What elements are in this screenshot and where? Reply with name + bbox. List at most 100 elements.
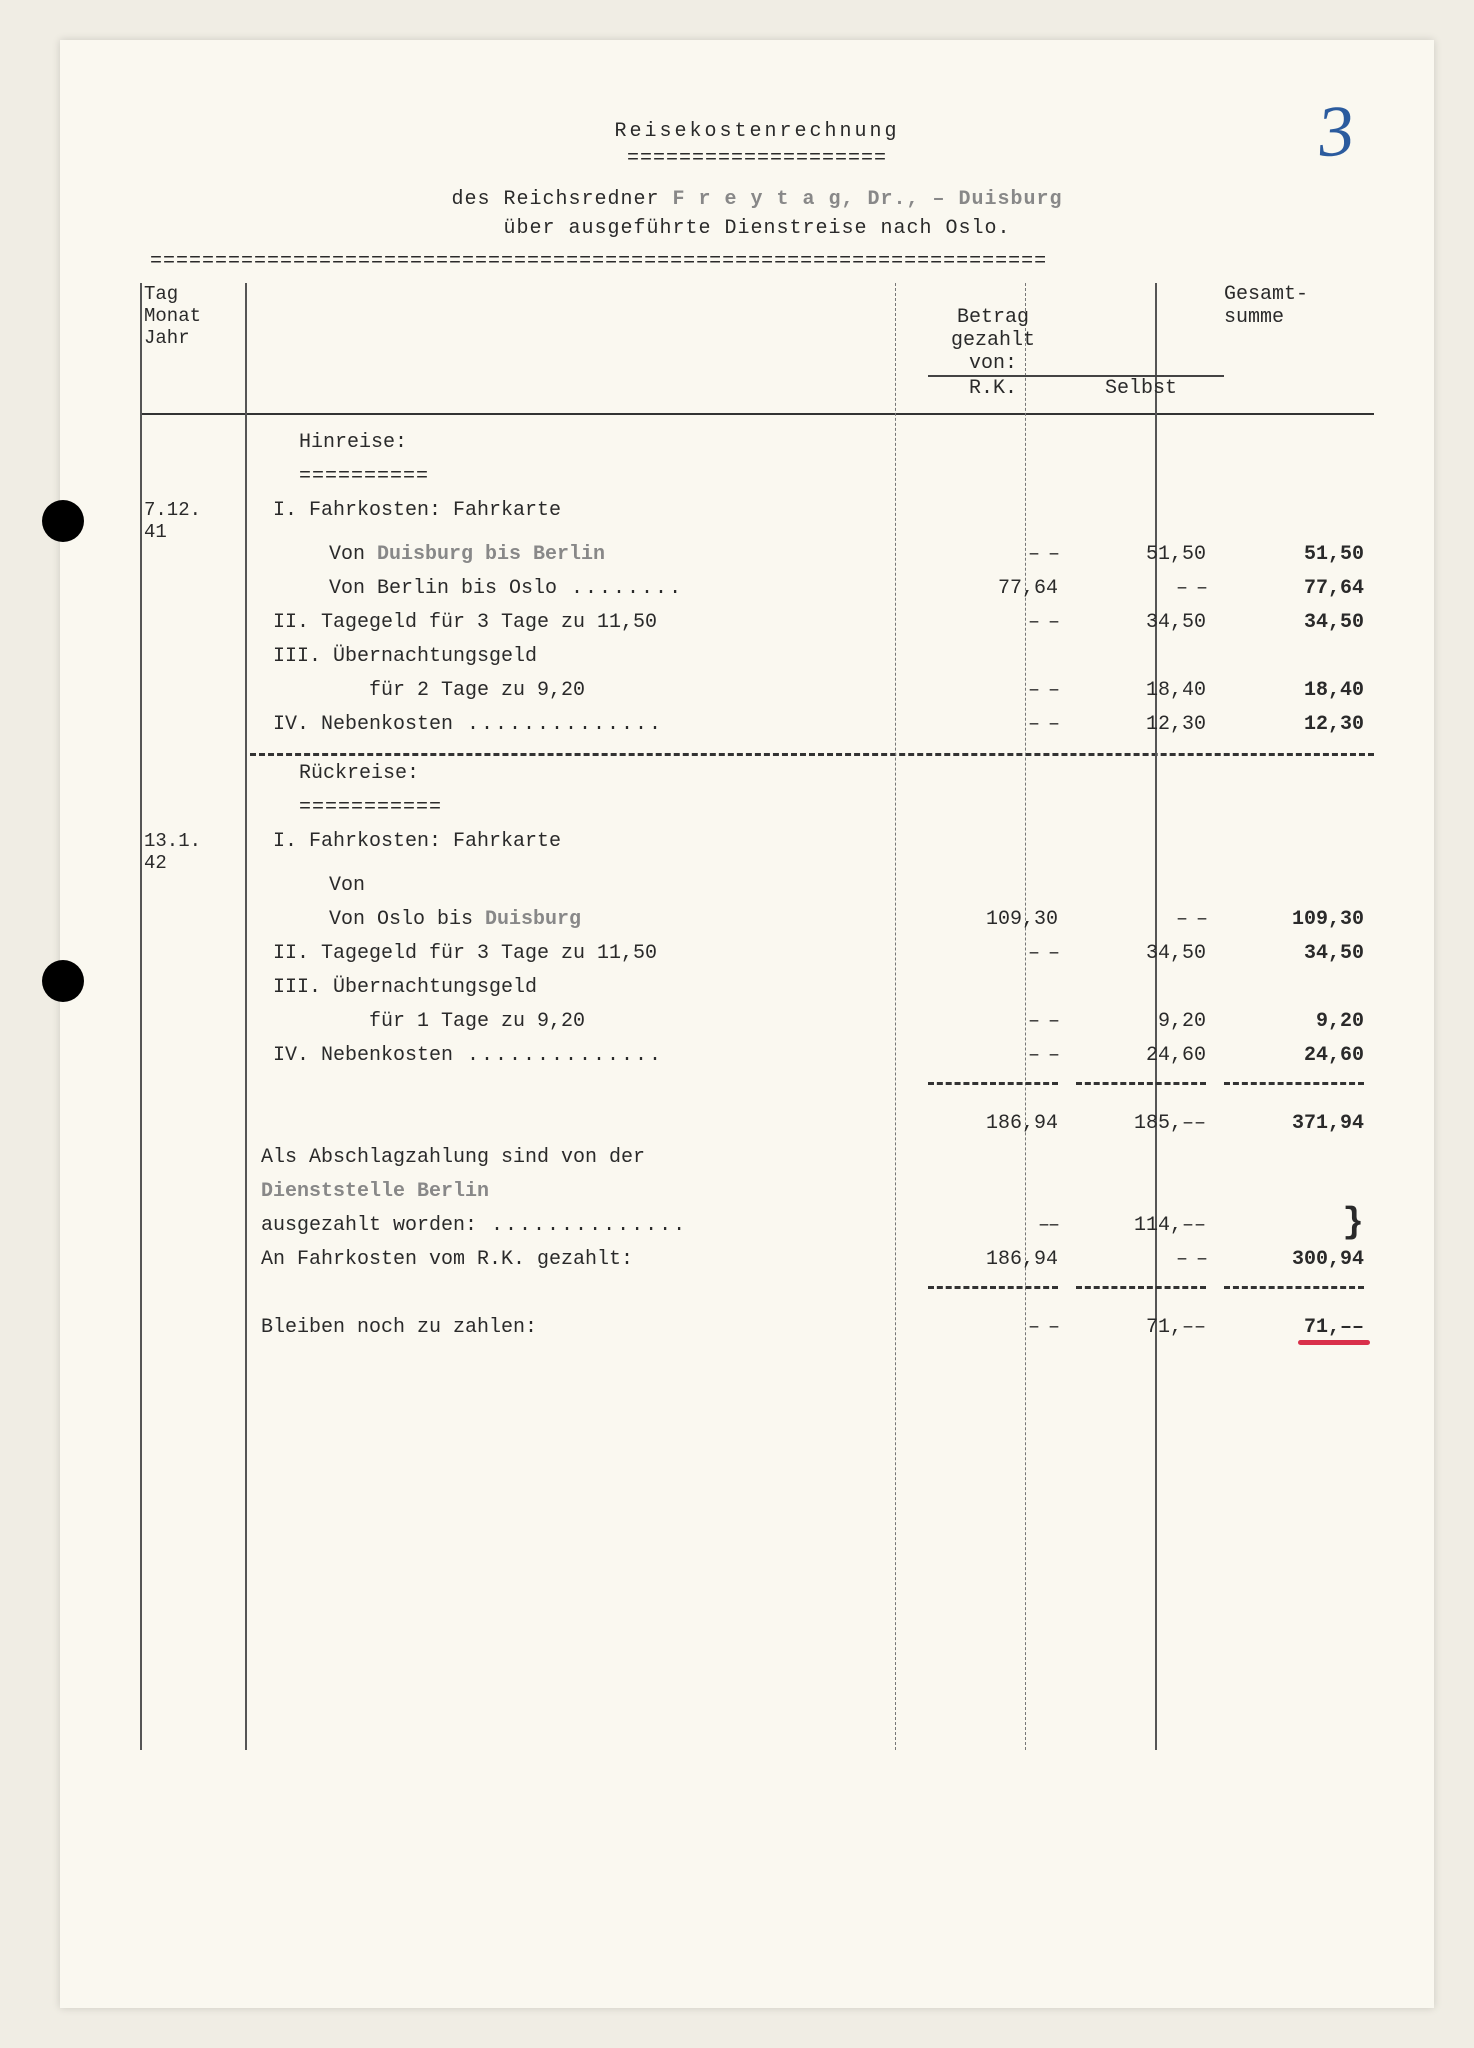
paid-by-label: Betrag gezahlt von: xyxy=(951,306,1035,375)
self-cell: 185,–– xyxy=(1076,1112,1224,1135)
sum-cell: 71,–– xyxy=(1224,1316,1374,1339)
col-rk-header: R.K. xyxy=(928,375,1076,400)
punch-hole xyxy=(42,500,84,542)
rk-cell: –– xyxy=(928,1214,1076,1237)
self-cell: 114,–– xyxy=(1076,1214,1224,1237)
sum-cell: 18,40 xyxy=(1224,679,1374,702)
table-row: ausgezahlt worden: –– 114,–– } xyxy=(140,1214,1374,1248)
self-cell: 18,40 xyxy=(1076,679,1224,702)
dash-rule xyxy=(928,1082,1058,1085)
remaining-row: Bleiben noch zu zahlen: – – 71,–– 71,–– xyxy=(140,1316,1374,1350)
sum-cell: 12,30 xyxy=(1224,713,1374,736)
col-paid-header: Betrag gezahlt von: xyxy=(928,283,1076,375)
section-row: Rückreise: xyxy=(140,762,1374,796)
date-cell: 13.1. 42 xyxy=(140,830,249,874)
col-date-header: Tag Monat Jahr xyxy=(140,283,249,349)
rk-cell: – – xyxy=(928,1316,1076,1339)
self-cell: 12,30 xyxy=(1076,713,1224,736)
table-row: IV. Nebenkosten – – 24,60 24,60 xyxy=(140,1044,1374,1078)
punch-hole xyxy=(42,960,84,1002)
self-cell: – – xyxy=(1076,908,1224,931)
desc-cell: I. Fahrkosten: Fahrkarte xyxy=(249,499,928,522)
header-rule xyxy=(140,413,1374,415)
table-row: Von Duisburg bis Berlin – – 51,50 51,50 xyxy=(140,543,1374,577)
header-line-2: über ausgeführte Dienstreise nach Oslo. xyxy=(140,217,1374,240)
subtotal-row: 186,94 185,–– 371,94 xyxy=(140,1112,1374,1146)
date-cell: 7.12. 41 xyxy=(140,499,249,543)
expense-table: Tag Monat Jahr Betrag gezahlt von: Gesam… xyxy=(140,283,1374,1750)
section-underline: =========== xyxy=(249,796,928,819)
section-row: =========== xyxy=(140,796,1374,830)
self-cell: 71,–– xyxy=(1076,1316,1224,1339)
desc-cell: III. Übernachtungsgeld xyxy=(249,645,928,668)
header-prefix: des Reichsredner xyxy=(451,188,672,211)
faded-text: Duisburg xyxy=(485,908,581,931)
rk-cell: – – xyxy=(928,611,1076,634)
header-name: F r e y t a g, Dr., – Duisburg xyxy=(672,188,1062,211)
desc-cell: I. Fahrkosten: Fahrkarte xyxy=(249,830,928,853)
sum-cell: 51,50 xyxy=(1224,543,1374,566)
desc-cell: Als Abschlagzahlung sind von der xyxy=(249,1146,928,1169)
bottom-spacer xyxy=(140,1350,1374,1750)
desc-cell: für 1 Tage zu 9,20 xyxy=(249,1010,928,1033)
table-header-row: Tag Monat Jahr Betrag gezahlt von: Gesam… xyxy=(140,283,1374,375)
dash-rule xyxy=(1224,1082,1364,1085)
self-cell: 34,50 xyxy=(1076,942,1224,965)
desc-cell: ausgezahlt worden: xyxy=(249,1214,928,1237)
rule-row xyxy=(140,1282,1374,1316)
rk-cell: – – xyxy=(928,543,1076,566)
desc-cell: IV. Nebenkosten xyxy=(249,1044,928,1067)
rk-cell: – – xyxy=(928,942,1076,965)
rk-cell: 186,94 xyxy=(928,1248,1076,1271)
document-title: Reisekostenrechnung xyxy=(140,120,1374,143)
sum-cell: 34,50 xyxy=(1224,611,1374,634)
dash-rule xyxy=(1076,1286,1206,1289)
sum-cell: 9,20 xyxy=(1224,1010,1374,1033)
title-underline: ==================== xyxy=(140,147,1374,170)
desc-cell: Dienststelle Berlin xyxy=(249,1180,928,1203)
table-row: für 2 Tage zu 9,20 – – 18,40 18,40 xyxy=(140,679,1374,713)
document-page: 3 Reisekostenrechnung ==================… xyxy=(60,40,1434,2008)
table-row: Als Abschlagzahlung sind von der xyxy=(140,1146,1374,1180)
dash-rule xyxy=(928,1286,1058,1289)
desc-cell: Von xyxy=(249,874,928,897)
page-number-annotation: 3 xyxy=(1314,89,1357,175)
table-top-rule: ========================================… xyxy=(150,250,1374,273)
desc-cell: IV. Nebenkosten xyxy=(249,713,928,736)
rk-cell: 186,94 xyxy=(928,1112,1076,1135)
dash-rule xyxy=(1076,1082,1206,1085)
subtotal-rule-row xyxy=(140,1078,1374,1112)
col-selbst-header: Selbst xyxy=(1076,375,1224,400)
table-row: Dienststelle Berlin xyxy=(140,1180,1374,1214)
section-title: Rückreise: xyxy=(249,762,928,785)
table-row: 7.12. 41 I. Fahrkosten: Fahrkarte xyxy=(140,499,1374,543)
sum-cell: 77,64 xyxy=(1224,577,1374,600)
section-underline: ========== xyxy=(249,465,928,488)
self-cell: – – xyxy=(1076,1248,1224,1271)
desc-cell: An Fahrkosten vom R.K. gezahlt: xyxy=(249,1248,928,1271)
col-total-header: Gesamt- summe xyxy=(1224,283,1374,329)
table-row: II. Tagegeld für 3 Tage zu 11,50 – – 34,… xyxy=(140,611,1374,645)
sum-cell: 109,30 xyxy=(1224,908,1374,931)
sum-cell: 371,94 xyxy=(1224,1112,1374,1135)
rk-cell: – – xyxy=(928,713,1076,736)
self-cell: 9,20 xyxy=(1076,1010,1224,1033)
self-cell: 34,50 xyxy=(1076,611,1224,634)
rk-cell: – – xyxy=(928,1044,1076,1067)
desc-cell: Von Berlin bis Oslo xyxy=(249,577,928,600)
header-line-1: des Reichsredner F r e y t a g, Dr., – D… xyxy=(140,188,1374,211)
dash-rule xyxy=(1224,1286,1364,1289)
desc-cell: II. Tagegeld für 3 Tage zu 11,50 xyxy=(249,942,928,965)
sum-cell: 300,94 xyxy=(1224,1248,1374,1271)
sum-cell: 34,50 xyxy=(1224,942,1374,965)
desc-cell: Von Oslo bis Duisburg xyxy=(249,908,928,931)
table-subheader-row: R.K. Selbst xyxy=(140,375,1374,409)
table-row: II. Tagegeld für 3 Tage zu 11,50 – – 34,… xyxy=(140,942,1374,976)
desc-cell: für 2 Tage zu 9,20 xyxy=(249,679,928,702)
rk-cell: 77,64 xyxy=(928,577,1076,600)
table-row: 13.1. 42 I. Fahrkosten: Fahrkarte xyxy=(140,830,1374,874)
final-sum: 71,–– xyxy=(1304,1316,1364,1339)
section-title: Hinreise: xyxy=(249,431,928,454)
faded-text: Duisburg bis Berlin xyxy=(377,543,605,566)
rk-cell: – – xyxy=(928,679,1076,702)
